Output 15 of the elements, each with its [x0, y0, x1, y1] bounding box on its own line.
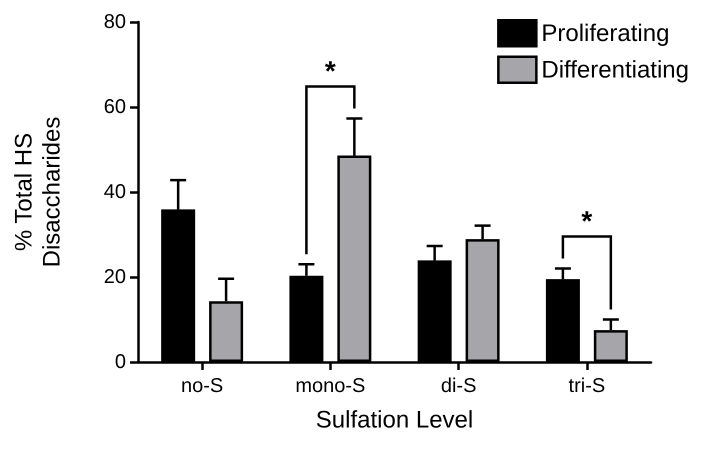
legend-label: Proliferating [541, 20, 670, 47]
y-tick-label: 60 [104, 96, 126, 118]
x-tick-label: tri-S [568, 375, 606, 397]
legend-label: Differentiating [541, 56, 690, 84]
y-tick-label: 80 [104, 11, 126, 33]
x-tick-label: mono-S [295, 375, 366, 397]
y-tick-label: 0 [114, 351, 126, 373]
annotation: * [581, 206, 592, 236]
x-axis-title: Sulfation Level [316, 406, 474, 434]
y-tick-label: 40 [104, 181, 126, 203]
x-tick-label: no-S [181, 375, 224, 397]
x-tick-label: di-S [440, 375, 476, 397]
annotation: * [324, 55, 336, 86]
y-axis-title: % Total HS Disaccharides [10, 116, 66, 268]
y-tick-label: 20 [104, 266, 126, 288]
